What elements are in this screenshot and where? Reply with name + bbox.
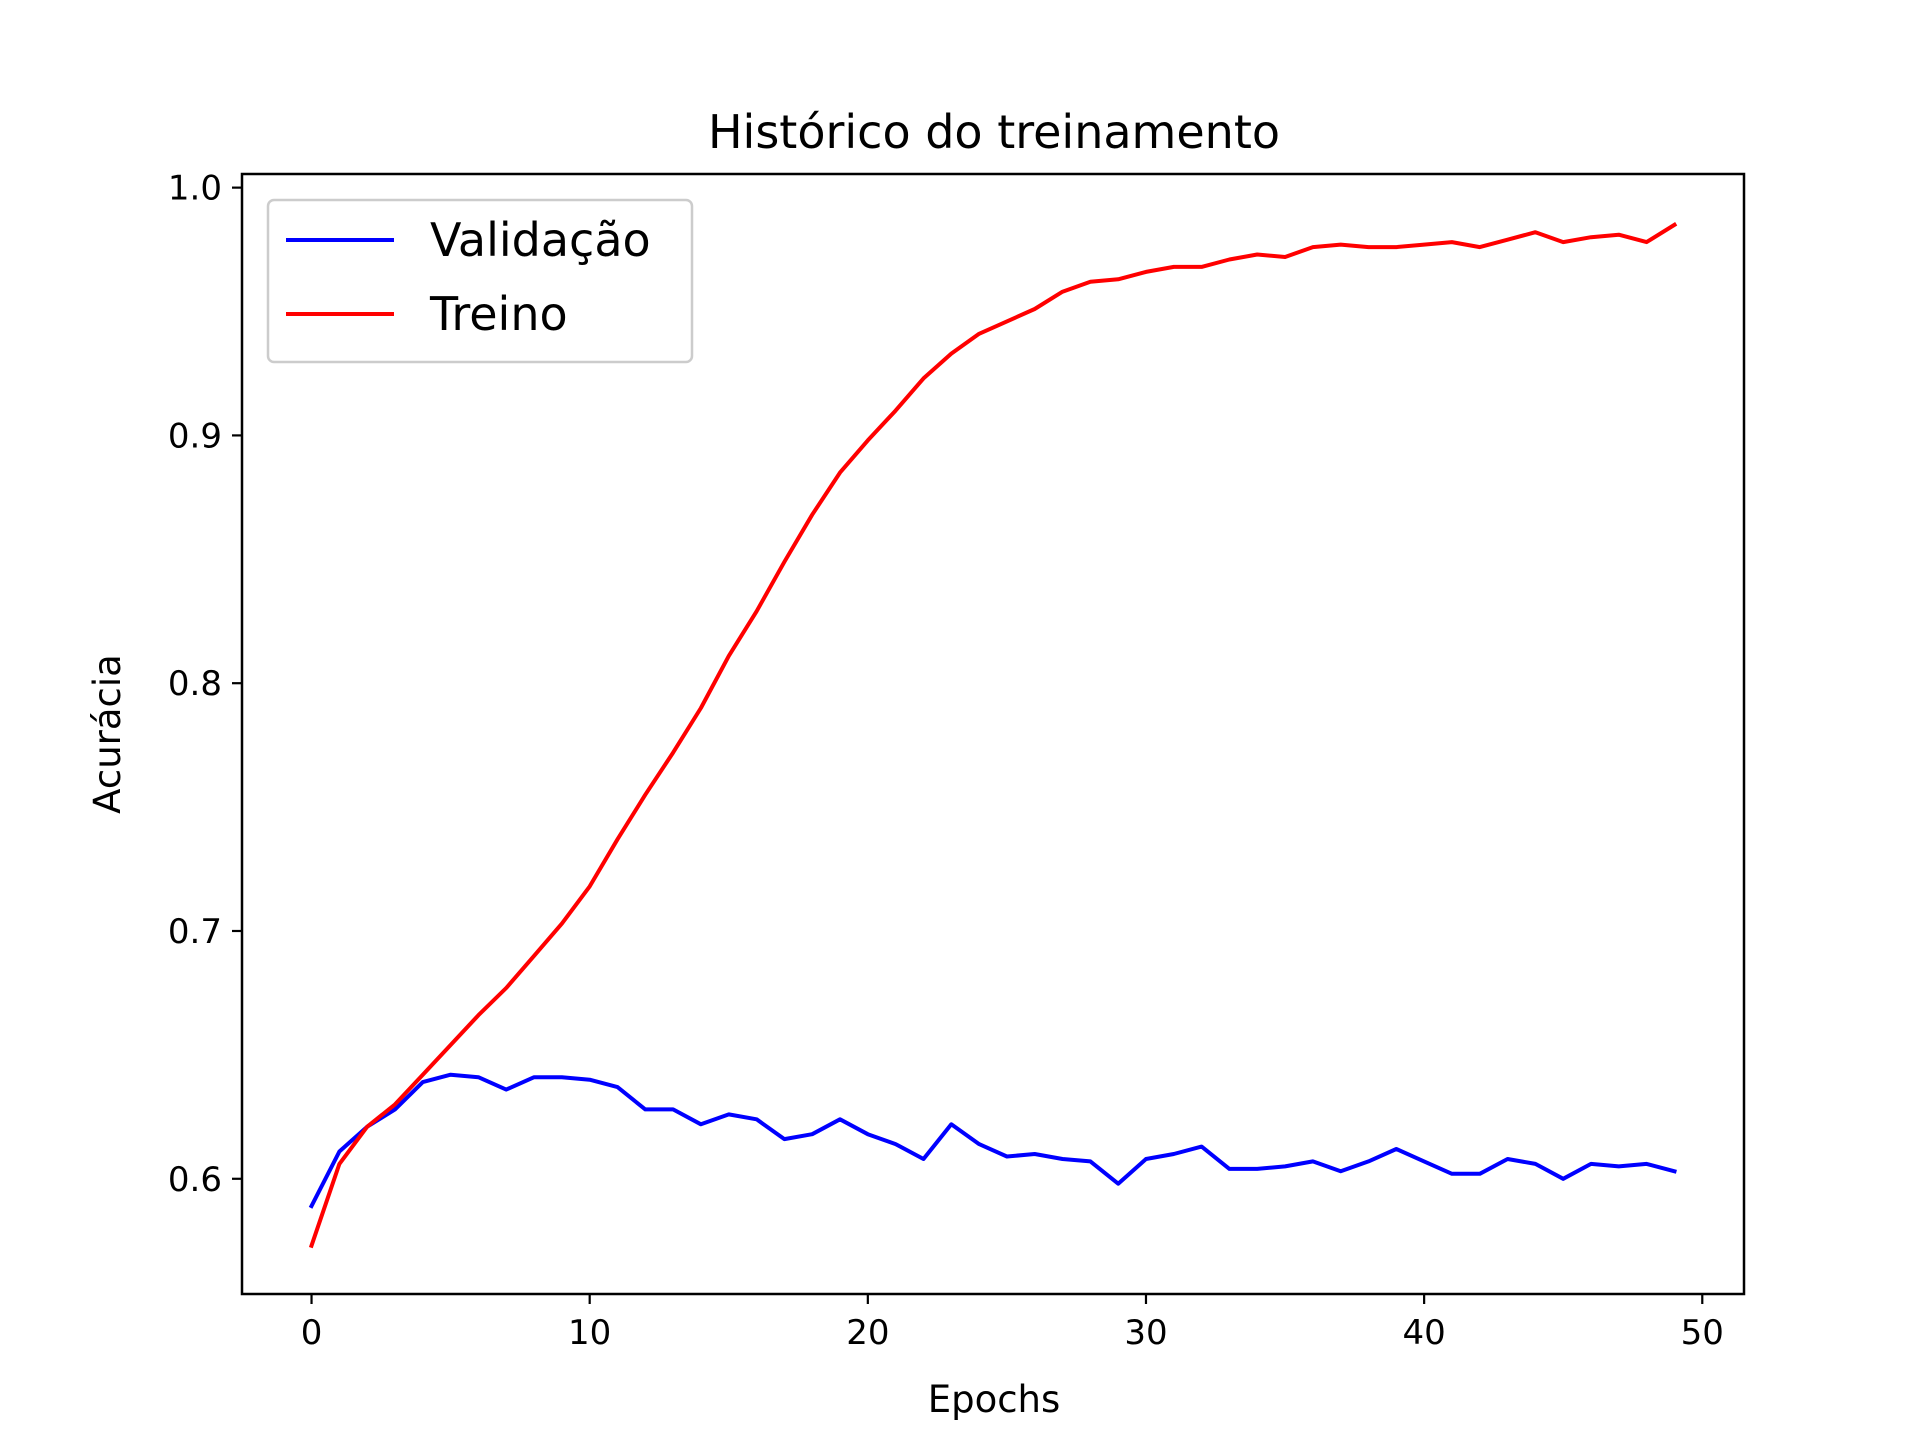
x-tick-label: 50 xyxy=(1681,1313,1724,1353)
x-tick-label: 20 xyxy=(846,1313,889,1353)
x-axis: 0 10 20 30 40 50 xyxy=(301,1294,1724,1353)
legend-label-treino: Treino xyxy=(429,287,568,341)
x-tick-label: 40 xyxy=(1402,1313,1445,1353)
x-tick-label: 30 xyxy=(1124,1313,1167,1353)
y-tick-label: 0.7 xyxy=(168,912,222,952)
x-tick-label: 0 xyxy=(301,1313,323,1353)
y-axis-label: Acurácia xyxy=(86,654,129,814)
y-tick-label: 0.9 xyxy=(168,416,222,456)
x-axis-label: Epochs xyxy=(928,1378,1061,1421)
y-tick-label: 0.8 xyxy=(168,664,222,704)
plot-area xyxy=(308,222,1678,1249)
legend: Validação Treino xyxy=(266,198,694,364)
series-line-treino xyxy=(308,222,1678,1249)
y-tick-label: 1.0 xyxy=(168,169,222,209)
legend-label-validacao: Validação xyxy=(430,213,651,267)
series-line-validacao xyxy=(308,1072,1677,1209)
axes-frame xyxy=(240,172,1746,1296)
x-tick-label: 10 xyxy=(568,1313,611,1353)
y-axis: 0.6 0.7 0.8 0.9 1.0 xyxy=(168,169,242,1200)
y-tick-label: 0.6 xyxy=(168,1160,222,1200)
chart-title: Histórico do treinamento xyxy=(708,105,1280,159)
